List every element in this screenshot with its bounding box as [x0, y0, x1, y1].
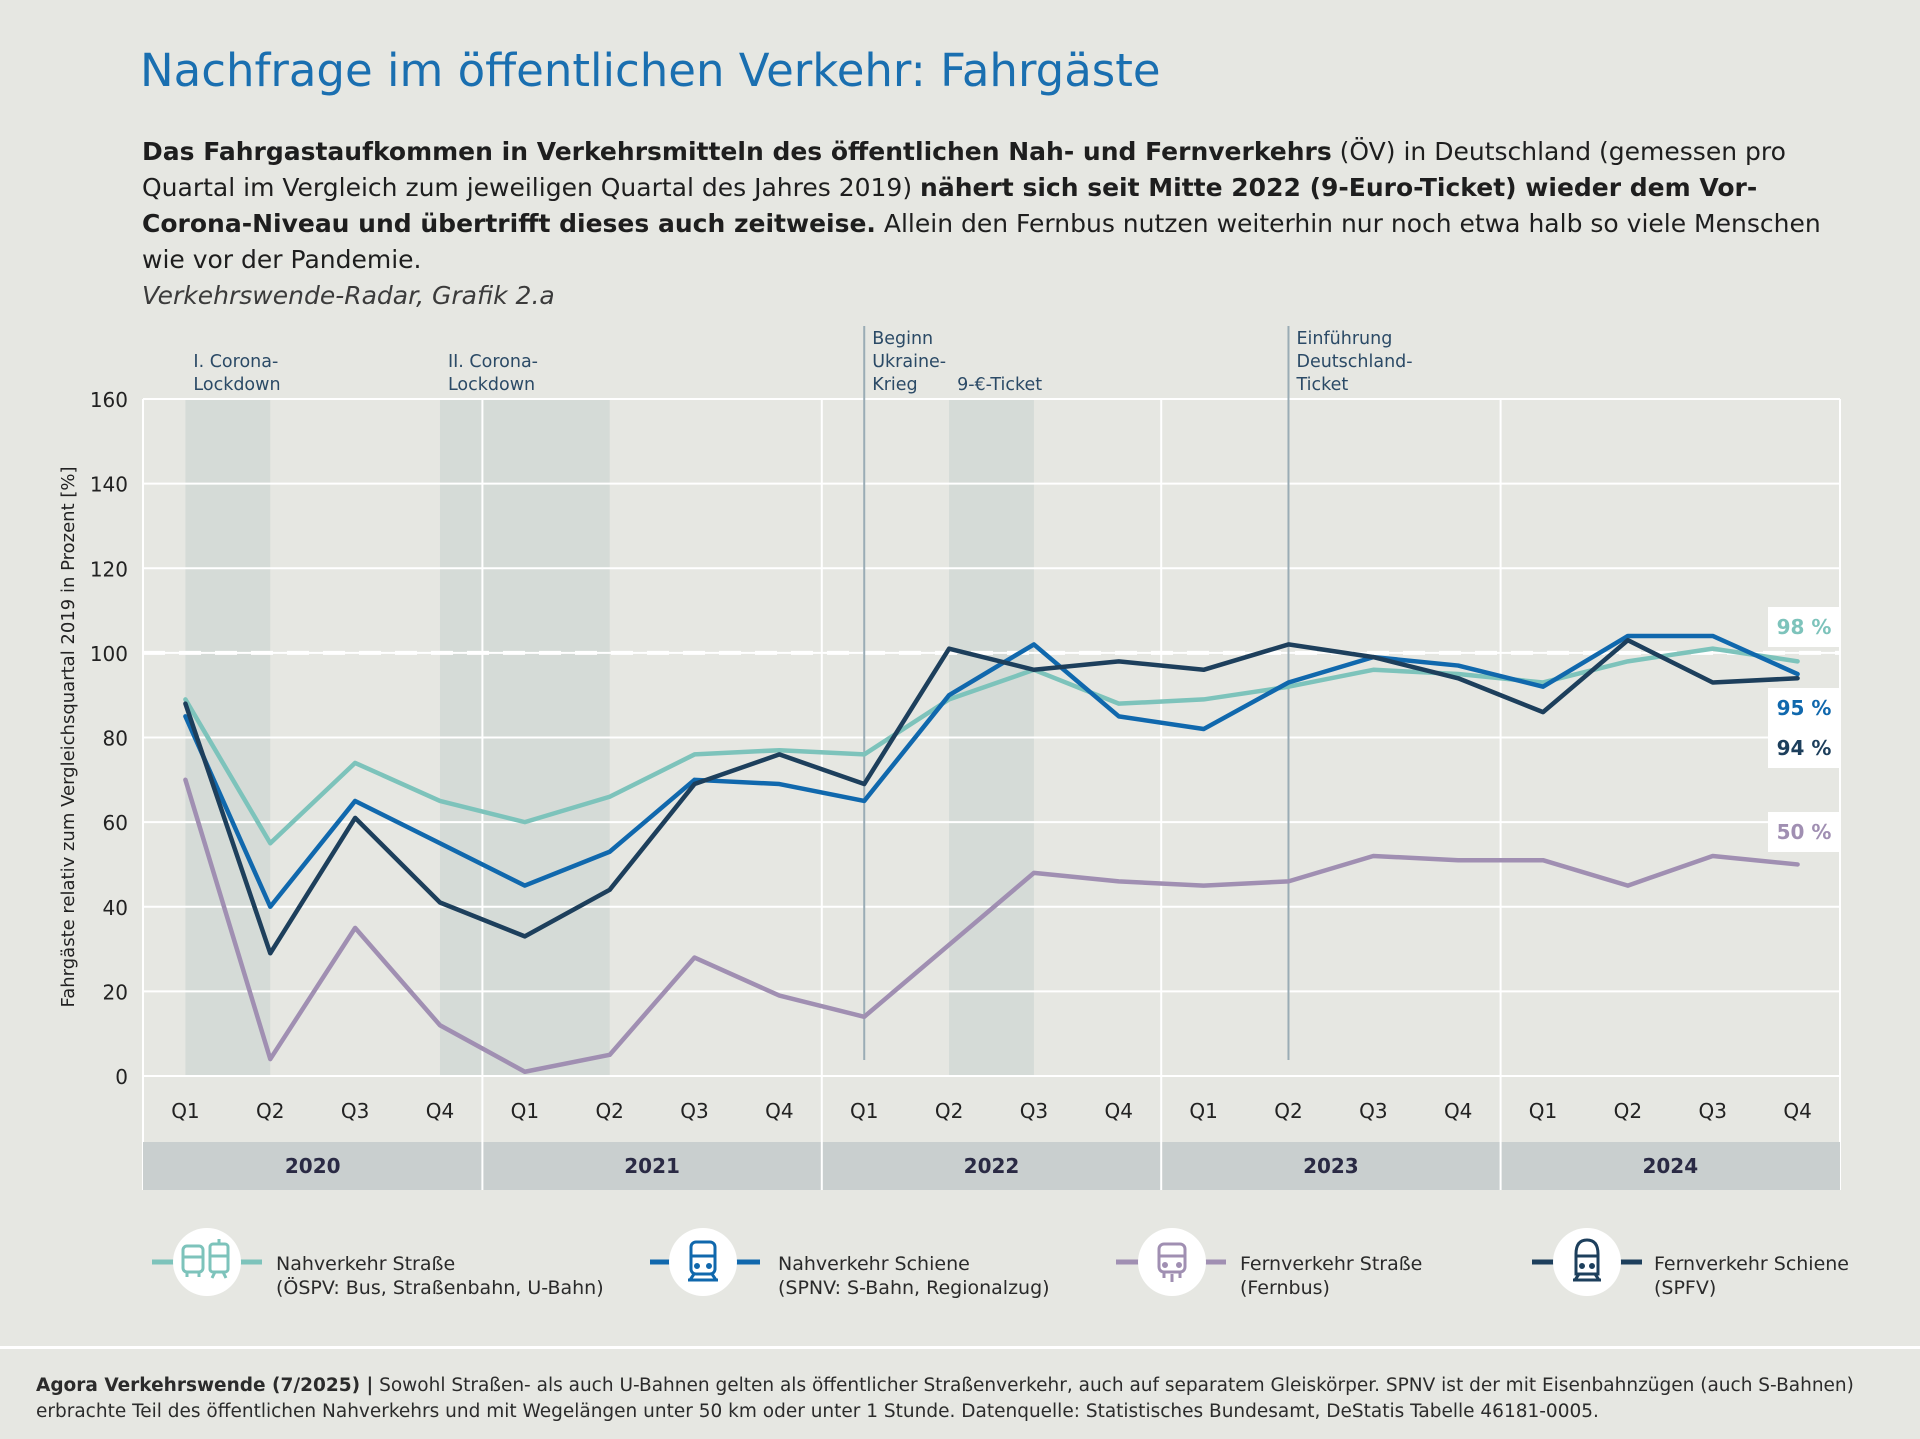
x-tick-label: Q2: [1614, 1099, 1642, 1123]
x-tick-label: Q1: [1529, 1099, 1557, 1123]
legend-sublabel: (ÖSPV: Bus, Straßenbahn, U-Bahn): [276, 1277, 604, 1299]
end-label: 95 %: [1777, 696, 1832, 720]
period-label: 9-€-Ticket: [957, 375, 1042, 395]
year-label: 2022: [964, 1154, 1020, 1178]
bus-tram-icon: [181, 1239, 230, 1279]
x-tick-label: Q1: [1189, 1099, 1217, 1123]
x-tick-label: Q4: [765, 1099, 793, 1123]
legend-sublabel: (Fernbus): [1240, 1277, 1330, 1299]
x-tick-label: Q2: [935, 1099, 963, 1123]
period-label: I. Corona-: [193, 352, 278, 372]
x-tick-label: Q4: [1105, 1099, 1133, 1123]
description-bold-2: nähert sich seit Mitte 2022 (9-Euro-Tick…: [142, 173, 1758, 238]
x-tick-label: Q1: [171, 1099, 199, 1123]
x-tick-label: Q4: [1444, 1099, 1472, 1123]
y-tick-label: 120: [90, 557, 128, 581]
legend-nahverkehr-schiene: Nahverkehr Schiene (SPNV: S-Bahn, Region…: [648, 1222, 1068, 1302]
y-tick-label: 100: [90, 642, 128, 666]
legend-fernverkehr-strasse: Fernverkehr Straße (Fernbus): [1114, 1222, 1454, 1302]
y-tick-label: 140: [90, 473, 128, 497]
x-tick-label: Q3: [680, 1099, 708, 1123]
series-line-4: [183, 637, 1800, 956]
legend-label: Fernverkehr Schiene: [1654, 1253, 1850, 1275]
legend-label: Fernverkehr Straße: [1240, 1253, 1423, 1275]
year-label: 2023: [1303, 1154, 1359, 1178]
description: Das Fahrgastaufkommen in Verkehrsmitteln…: [142, 134, 1822, 314]
event-label: Deutschland-: [1296, 352, 1412, 372]
event-label: Beginn: [872, 329, 933, 349]
end-label-box: [1768, 812, 1840, 852]
x-tick-label: Q1: [850, 1099, 878, 1123]
legend-label: Nahverkehr Schiene: [778, 1253, 970, 1275]
y-tick-label: 0: [115, 1065, 128, 1089]
y-tick-label: 40: [103, 896, 128, 920]
legend-swatch: [152, 1228, 262, 1296]
x-tick-label: Q3: [1020, 1099, 1048, 1123]
end-label-box: [1768, 728, 1840, 768]
x-tick-label: Q3: [1698, 1099, 1726, 1123]
y-axis-label: Fahrgäste relativ zum Vergleichsquartal …: [58, 467, 79, 1008]
end-label: 50 %: [1777, 820, 1832, 844]
series-line-2: [183, 633, 1800, 909]
source-line: Verkehrswende-Radar, Grafik 2.a: [142, 281, 555, 310]
x-tick-label: Q2: [595, 1099, 623, 1123]
y-tick-label: 80: [103, 727, 128, 751]
year-label: 2021: [624, 1154, 680, 1178]
x-tick-label: Q3: [1359, 1099, 1387, 1123]
end-label: 98 %: [1777, 615, 1832, 639]
footer-note: Sowohl Straßen- als auch U-Bahnen gelten…: [36, 1375, 1854, 1422]
year-label: 2020: [285, 1154, 341, 1178]
year-label: 2024: [1642, 1154, 1698, 1178]
x-tick-label: Q2: [256, 1099, 284, 1123]
legend-fernverkehr-schiene: Fernverkehr Schiene (SPFV): [1530, 1222, 1870, 1302]
x-tick-label: Q4: [1783, 1099, 1811, 1123]
footer: Agora Verkehrswende (7/2025) | Sowohl St…: [0, 1346, 1920, 1439]
end-label-box: [1768, 688, 1840, 728]
footer-text: Agora Verkehrswende (7/2025) | Sowohl St…: [36, 1373, 1896, 1425]
description-text-2: Allein den Fernbus nutzen weiterhin nur …: [142, 209, 1821, 274]
x-tick-label: Q1: [511, 1099, 539, 1123]
x-tick-label: Q4: [426, 1099, 454, 1123]
legend-nahverkehr-strasse: Nahverkehr Straße (ÖSPV: Bus, Straßenbah…: [150, 1222, 604, 1302]
high-speed-train-icon: [1573, 1238, 1601, 1282]
event-label: Krieg: [872, 375, 917, 395]
period-label: Lockdown: [448, 375, 535, 395]
footer-publisher: Agora Verkehrswende (7/2025) |: [36, 1375, 374, 1396]
line-chart: 0 20 40 60 80 100 120 140 160 Beginn Ukraine- Krieg…: [58, 326, 1841, 1190]
event-label: Ticket: [1295, 375, 1348, 395]
train-icon: [688, 1240, 718, 1282]
legend-swatch: [650, 1228, 760, 1296]
y-tick-label: 160: [90, 388, 128, 412]
event-label: Ukraine-: [872, 352, 946, 372]
legend-label: Nahverkehr Straße: [276, 1253, 456, 1275]
legend-swatch: [1532, 1228, 1642, 1296]
period-label: II. Corona-: [448, 352, 538, 372]
x-tick-label: Q3: [341, 1099, 369, 1123]
legend-sublabel: (SPFV): [1654, 1277, 1717, 1299]
series-line-3: [183, 777, 1800, 1075]
description-text-1: (ÖV) in Deutschland (gemessen pro Quarta…: [142, 137, 1786, 202]
year-band: [143, 1142, 1840, 1190]
end-label-box: [1768, 607, 1840, 647]
description-bold-1: Das Fahrgastaufkommen in Verkehrsmitteln…: [142, 137, 1332, 166]
y-tick-label: 60: [103, 811, 128, 835]
period-label: Lockdown: [193, 375, 280, 395]
event-label: Einführung: [1296, 329, 1392, 349]
end-label: 94 %: [1777, 736, 1832, 760]
legend-swatch: [1116, 1228, 1226, 1296]
x-tick-label: Q2: [1274, 1099, 1302, 1123]
y-tick-label: 20: [103, 980, 128, 1004]
page-title: Nachfrage im öffentlichen Verkehr: Fahrg…: [140, 44, 1161, 97]
legend-sublabel: (SPNV: S-Bahn, Regionalzug): [778, 1277, 1050, 1299]
coach-bus-icon: [1157, 1242, 1187, 1282]
